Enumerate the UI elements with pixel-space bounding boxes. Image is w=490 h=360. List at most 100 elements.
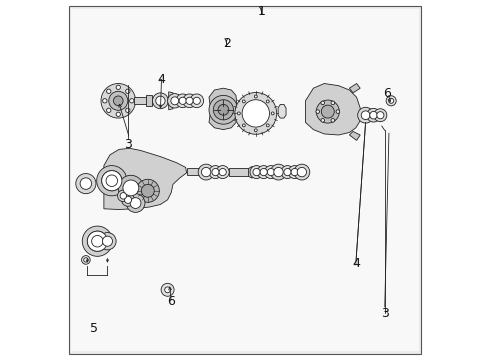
Text: 5: 5 <box>90 322 98 335</box>
Circle shape <box>120 193 126 199</box>
Circle shape <box>242 100 270 127</box>
Circle shape <box>235 93 277 134</box>
Circle shape <box>123 180 139 196</box>
Circle shape <box>102 236 113 246</box>
Circle shape <box>126 194 145 212</box>
Circle shape <box>267 124 269 127</box>
Circle shape <box>377 112 384 119</box>
Circle shape <box>114 96 123 105</box>
Circle shape <box>218 104 229 115</box>
Circle shape <box>389 98 393 103</box>
Bar <box>147 95 152 106</box>
Circle shape <box>209 166 222 179</box>
Polygon shape <box>104 148 187 210</box>
Circle shape <box>136 179 159 202</box>
Circle shape <box>106 175 118 186</box>
Circle shape <box>102 171 122 191</box>
Circle shape <box>265 166 277 179</box>
Text: 6: 6 <box>383 87 391 100</box>
Circle shape <box>87 231 107 251</box>
Bar <box>187 168 203 175</box>
Circle shape <box>176 94 190 108</box>
Circle shape <box>331 101 335 105</box>
Circle shape <box>367 108 380 122</box>
Circle shape <box>171 97 179 105</box>
Circle shape <box>82 226 113 256</box>
Circle shape <box>254 95 257 98</box>
Circle shape <box>118 190 129 202</box>
Circle shape <box>102 99 107 103</box>
Circle shape <box>212 168 219 176</box>
Circle shape <box>129 99 134 103</box>
Circle shape <box>80 178 92 189</box>
Circle shape <box>107 89 111 94</box>
Circle shape <box>374 109 387 122</box>
Text: 4: 4 <box>352 257 360 270</box>
Polygon shape <box>305 84 360 135</box>
Circle shape <box>219 168 226 176</box>
Circle shape <box>201 167 211 177</box>
Circle shape <box>107 108 111 112</box>
Circle shape <box>216 166 229 179</box>
Text: 2: 2 <box>223 37 231 50</box>
Circle shape <box>281 166 294 179</box>
Circle shape <box>102 171 122 191</box>
Circle shape <box>76 174 96 194</box>
Circle shape <box>297 167 307 177</box>
Circle shape <box>183 94 196 108</box>
Circle shape <box>274 167 283 177</box>
Text: 6: 6 <box>168 295 175 308</box>
Circle shape <box>316 110 319 113</box>
Circle shape <box>92 235 103 247</box>
Circle shape <box>116 85 121 90</box>
Circle shape <box>254 129 257 132</box>
Circle shape <box>193 97 200 104</box>
Circle shape <box>250 166 263 179</box>
Circle shape <box>336 110 340 113</box>
Polygon shape <box>349 84 360 93</box>
Circle shape <box>213 100 233 120</box>
Circle shape <box>97 166 127 196</box>
Polygon shape <box>278 104 286 118</box>
Circle shape <box>186 97 193 104</box>
Circle shape <box>87 231 107 251</box>
Circle shape <box>291 168 298 176</box>
Circle shape <box>370 112 377 119</box>
Circle shape <box>156 96 165 105</box>
Text: 4: 4 <box>158 73 166 86</box>
Text: 1: 1 <box>257 5 265 18</box>
Circle shape <box>288 166 301 179</box>
Circle shape <box>101 84 136 118</box>
Circle shape <box>243 100 245 103</box>
Circle shape <box>122 193 134 206</box>
Circle shape <box>270 164 286 180</box>
Circle shape <box>243 124 245 127</box>
Circle shape <box>190 94 204 108</box>
Circle shape <box>109 91 128 110</box>
Circle shape <box>99 233 116 250</box>
Circle shape <box>321 105 334 118</box>
Circle shape <box>168 94 182 108</box>
Circle shape <box>294 164 310 180</box>
Polygon shape <box>169 92 173 110</box>
Polygon shape <box>248 166 252 178</box>
Circle shape <box>118 175 144 201</box>
Circle shape <box>84 258 88 262</box>
Circle shape <box>209 95 238 124</box>
Circle shape <box>271 112 274 115</box>
Circle shape <box>268 168 274 176</box>
Circle shape <box>260 168 268 176</box>
Circle shape <box>198 164 214 180</box>
Circle shape <box>141 184 154 197</box>
Circle shape <box>130 198 141 208</box>
Circle shape <box>358 107 373 123</box>
Circle shape <box>238 112 240 115</box>
Polygon shape <box>349 131 360 140</box>
Circle shape <box>125 89 130 94</box>
Circle shape <box>165 287 171 293</box>
Circle shape <box>321 118 324 122</box>
Circle shape <box>267 100 269 103</box>
Circle shape <box>257 166 270 179</box>
Bar <box>229 168 250 176</box>
Bar <box>134 97 148 104</box>
